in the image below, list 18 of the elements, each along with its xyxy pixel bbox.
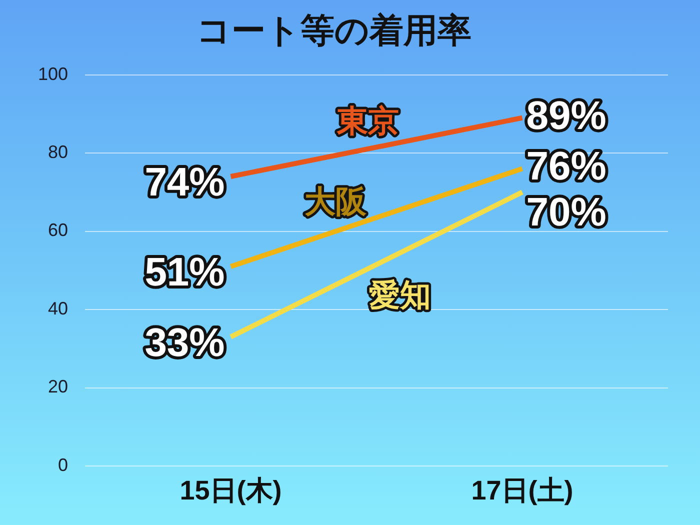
x-tick-label: 17日(土) [471,476,574,506]
y-tick-label: 80 [48,142,68,162]
y-tick-label: 0 [58,454,68,475]
data-label: 33% [144,320,225,365]
series-label: 愛知 [368,278,431,312]
data-label: 70% [526,190,606,235]
chart-title: コート等の着用率 [196,12,472,50]
y-tick-label: 20 [48,376,68,397]
series-label: 東京 [336,103,399,138]
y-tick-label: 60 [48,220,68,240]
y-tick-label: 100 [38,64,68,84]
data-label: 74% [144,160,225,205]
x-tick-label: 15日(木) [180,476,282,506]
series-label: 大阪 [304,184,368,219]
data-label: 89% [526,94,606,138]
data-label: 76% [526,144,606,189]
data-label: 51% [144,250,225,295]
y-tick-label: 40 [48,298,68,318]
